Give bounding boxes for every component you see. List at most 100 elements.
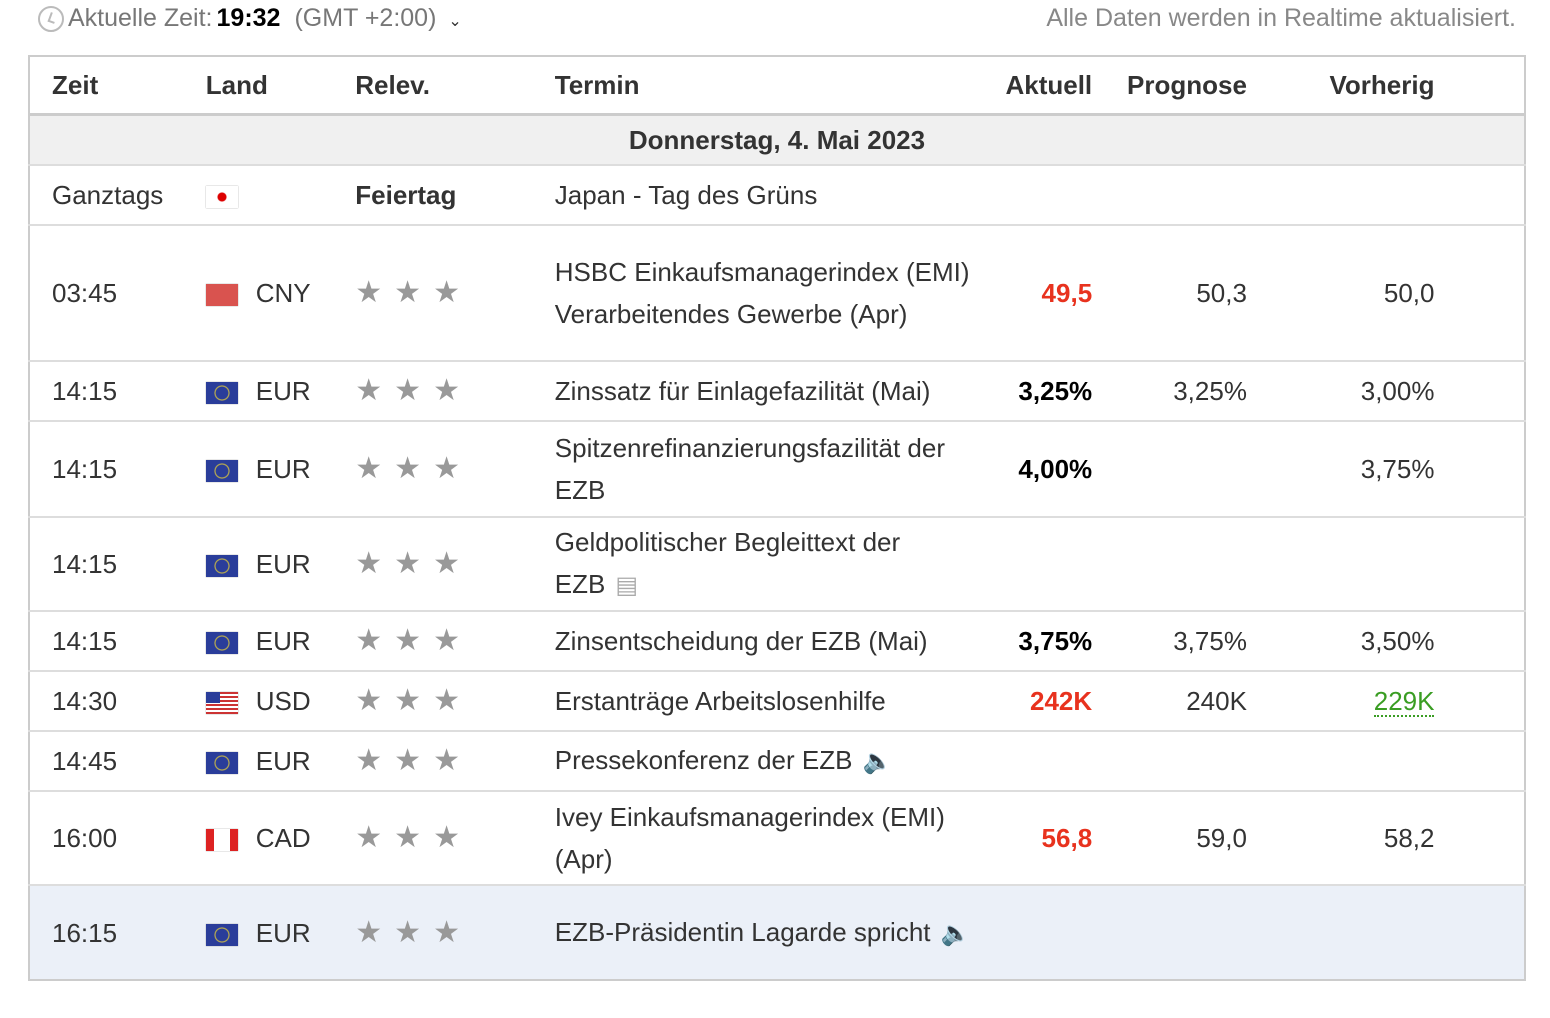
- speaker-icon[interactable]: 🔈: [862, 748, 893, 775]
- actual: [984, 164, 1093, 225]
- country: EUR: [205, 610, 356, 671]
- col-vorherig[interactable]: Vorherig: [1246, 56, 1435, 116]
- col-relev[interactable]: Relev.: [355, 56, 555, 116]
- col-termin[interactable]: Termin: [554, 56, 985, 116]
- event-name[interactable]: Japan - Tag des Grüns: [554, 180, 818, 210]
- previous-value: 3,50%: [1360, 626, 1435, 656]
- currency: EUR: [255, 626, 311, 656]
- event-name[interactable]: Ivey Einkaufsmanagerindex (EMI) (Apr): [554, 802, 945, 874]
- table-row[interactable]: 14:15 EUR ★ ★ ★ Zinsentscheidung der EZB (…: [29, 610, 1525, 671]
- event[interactable]: Spitzenrefinanzierungsfazilität der EZB: [554, 420, 985, 517]
- document-icon[interactable]: ▤: [615, 572, 639, 599]
- clock-icon: [38, 5, 64, 32]
- country: USD: [205, 670, 356, 731]
- relevance: ★ ★ ★: [355, 884, 555, 980]
- event-name[interactable]: Zinssatz für Einlagefazilität (Mai): [554, 376, 931, 406]
- spacer: [1434, 516, 1525, 611]
- col-zeit[interactable]: Zeit: [29, 56, 206, 116]
- table-row[interactable]: 16:15 EUR ★ ★ ★ EZB-Präsidentin Lagarde sp…: [29, 884, 1525, 980]
- event-name[interactable]: Spitzenrefinanzierungsfazilität der EZB: [554, 433, 945, 505]
- star-icon: ★: [433, 452, 460, 485]
- star-icon: ★: [355, 547, 383, 580]
- col-aktuell[interactable]: Aktuell: [984, 56, 1093, 116]
- star-icon: ★: [394, 624, 422, 657]
- previous-value: 3,00%: [1360, 376, 1435, 406]
- event[interactable]: Zinssatz für Einlagefazilität (Mai): [554, 360, 985, 421]
- relevance: ★ ★ ★: [355, 224, 555, 361]
- event-name[interactable]: Pressekonferenz der EZB: [554, 745, 853, 775]
- flag-icon-us: [205, 692, 238, 715]
- forecast: 59,0: [1092, 790, 1247, 885]
- spacer: [1434, 224, 1525, 361]
- time: Ganztags: [29, 164, 206, 225]
- date-row: Donnerstag, 4. Mai 2023: [29, 113, 1525, 165]
- event-name[interactable]: Geldpolitischer Begleittext der EZB: [554, 527, 901, 599]
- event[interactable]: Pressekonferenz der EZB 🔈: [554, 730, 985, 791]
- table-row[interactable]: 03:45 CNY ★ ★ ★ HSBC Einkaufsmanagerindex …: [29, 224, 1525, 361]
- event-name[interactable]: Erstanträge Arbeitslosenhilfe: [554, 686, 886, 716]
- star-icon: ★: [433, 821, 460, 854]
- actual-value: 3,25%: [1018, 376, 1093, 406]
- event[interactable]: Ivey Einkaufsmanagerindex (EMI) (Apr): [554, 790, 985, 885]
- table-row[interactable]: 14:15 EUR ★ ★ ★ Spitzenrefinanzierungsfazi…: [29, 420, 1525, 517]
- star-icon: ★: [355, 684, 383, 717]
- previous: 229K: [1246, 670, 1435, 731]
- previous: 50,0: [1246, 224, 1435, 361]
- event[interactable]: HSBC Einkaufsmanagerindex (EMI) Verarbei…: [554, 224, 985, 361]
- forecast: [1092, 420, 1247, 517]
- time: 03:45: [29, 224, 206, 361]
- col-land[interactable]: Land: [205, 56, 356, 116]
- star-icon: ★: [394, 276, 422, 309]
- table-row[interactable]: Ganztags Feiertag Japan - Tag des Grüns: [29, 164, 1525, 225]
- event[interactable]: Erstanträge Arbeitslosenhilfe: [554, 670, 985, 731]
- speaker-icon[interactable]: 🔈: [940, 919, 971, 947]
- country: [205, 164, 356, 225]
- previous-value[interactable]: 229K: [1373, 686, 1435, 717]
- event[interactable]: Zinsentscheidung der EZB (Mai): [554, 610, 985, 671]
- event-name[interactable]: HSBC Einkaufsmanagerindex (EMI) Verarbei…: [554, 257, 970, 329]
- forecast: 240K: [1092, 670, 1247, 731]
- actual-value: 56,8: [1041, 823, 1093, 853]
- table-row[interactable]: 14:45 EUR ★ ★ ★ Pressekonferenz der EZB 🔈: [29, 730, 1525, 791]
- table-row[interactable]: 14:15 EUR ★ ★ ★ Zinssatz für Einlagefazili…: [29, 360, 1525, 421]
- time: 14:45: [29, 730, 206, 791]
- event[interactable]: EZB-Präsidentin Lagarde spricht 🔈: [554, 884, 985, 980]
- relevance: Feiertag: [355, 164, 555, 225]
- spacer: [1434, 420, 1525, 517]
- actual-value: 49,5: [1041, 278, 1093, 308]
- previous-value: 3,75%: [1360, 454, 1435, 484]
- table-row[interactable]: 16:00 CAD ★ ★ ★ Ivey Einkaufsmanagerindex …: [29, 790, 1525, 885]
- event-name[interactable]: EZB-Präsidentin Lagarde spricht: [554, 916, 931, 947]
- actual: [984, 730, 1093, 791]
- star-icon: ★: [355, 624, 383, 657]
- forecast: 3,25%: [1092, 360, 1247, 421]
- event[interactable]: Japan - Tag des Grüns: [554, 164, 985, 225]
- col-prognose[interactable]: Prognose: [1092, 56, 1247, 116]
- flag-icon-eu: [205, 382, 238, 405]
- table-row[interactable]: 14:30 USD ★ ★ ★ Erstanträge Arbeitslosenhi…: [29, 670, 1525, 731]
- time: 14:15: [29, 610, 206, 671]
- event-name[interactable]: Zinsentscheidung der EZB (Mai): [554, 626, 928, 656]
- star-icon: ★: [355, 374, 383, 407]
- table-row[interactable]: 14:15 EUR ★ ★ ★ Geldpolitischer Begleittex…: [29, 516, 1525, 611]
- economic-calendar-table: Zeit Land Relev. Termin Aktuell Prognose…: [28, 55, 1526, 981]
- star-icon: ★: [433, 276, 460, 309]
- actual: 242K: [984, 670, 1093, 731]
- currency: CNY: [255, 278, 311, 308]
- actual-value: 242K: [1030, 686, 1093, 716]
- relevance-label: Feiertag: [355, 180, 457, 210]
- previous: [1246, 884, 1435, 980]
- previous-value: 50,0: [1383, 278, 1435, 308]
- flag-icon-eu: [205, 752, 238, 775]
- previous: 3,00%: [1246, 360, 1435, 421]
- star-icon: ★: [433, 624, 460, 657]
- forecast: [1092, 516, 1247, 611]
- star-icon: ★: [433, 744, 460, 777]
- actual: 56,8: [984, 790, 1093, 885]
- time: 14:15: [29, 420, 206, 517]
- timezone-select[interactable]: (GMT +2:00) ⌄: [294, 4, 461, 33]
- event[interactable]: Geldpolitischer Begleittext der EZB ▤: [554, 516, 985, 611]
- star-icon: ★: [433, 915, 460, 949]
- star-icon: ★: [355, 915, 383, 949]
- spacer: [1434, 790, 1525, 885]
